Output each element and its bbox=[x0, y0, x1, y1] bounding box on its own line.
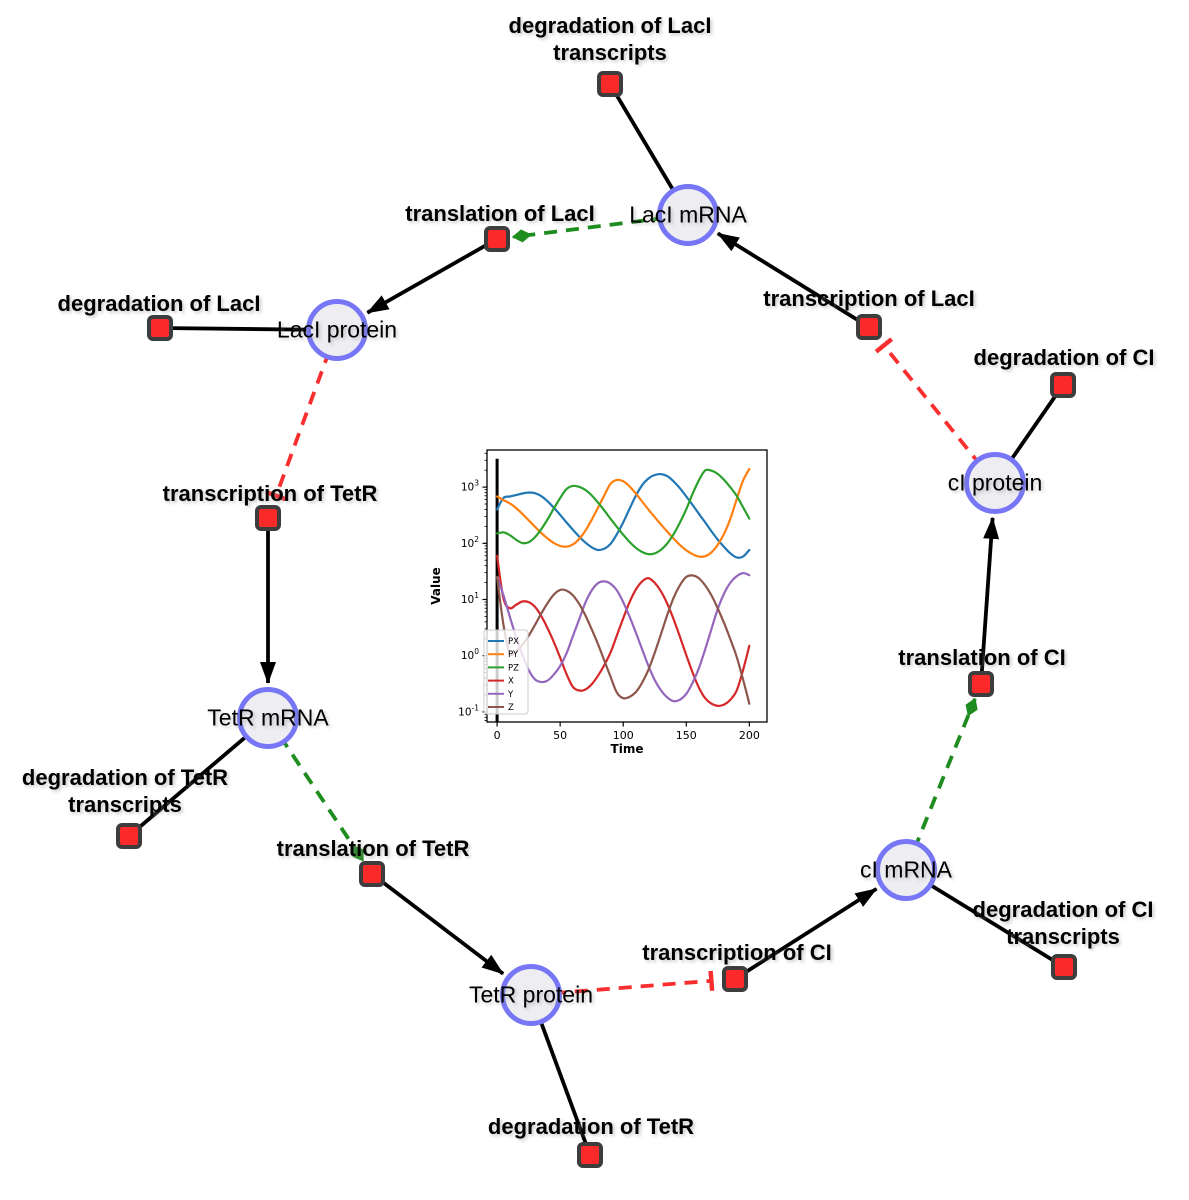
legend-label: X bbox=[508, 677, 514, 687]
edge-production-translation_ci-to-ci_protein bbox=[979, 516, 1000, 685]
species-label-laci_protein: LacI protein bbox=[276, 316, 398, 343]
species-node-tetr_mrna[interactable] bbox=[237, 687, 299, 749]
reaction-label-deg_tetr: degradation of TetR bbox=[487, 1114, 695, 1139]
reaction-node-deg_tetr_tx[interactable] bbox=[116, 823, 142, 849]
legend-label: PZ bbox=[508, 663, 519, 673]
edge-production-transcription_ci-to-ci_mrna bbox=[733, 887, 878, 981]
reaction-label-translation_laci: translation of LacI bbox=[405, 201, 595, 226]
series-line-X bbox=[496, 554, 751, 708]
reaction-node-transcription_laci[interactable] bbox=[856, 314, 882, 340]
species-label-ci_protein: cI protein bbox=[947, 469, 1043, 496]
reaction-label-translation_tetr: translation of TetR bbox=[276, 836, 470, 861]
species-node-ci_mrna[interactable] bbox=[875, 839, 937, 901]
reaction-node-deg_tetr[interactable] bbox=[577, 1142, 603, 1168]
y-tick-label: 100 bbox=[461, 647, 479, 662]
reaction-label-transcription_tetr: transcription of TetR bbox=[162, 481, 378, 506]
y-axis-label: Value bbox=[429, 567, 443, 605]
x-tick-label: 200 bbox=[739, 729, 760, 742]
x-tick-label: 50 bbox=[553, 729, 567, 742]
series-line-Z bbox=[496, 574, 751, 705]
y-tick-label: 10-1 bbox=[458, 703, 479, 718]
reaction-label-transcription_ci: transcription of CI bbox=[642, 940, 832, 965]
y-tick-label: 103 bbox=[461, 479, 479, 494]
legend-label: PY bbox=[508, 650, 519, 660]
x-axis-label: Time bbox=[611, 742, 644, 756]
plot-area bbox=[495, 458, 751, 722]
edge-production-translation_laci-to-laci_protein bbox=[366, 237, 498, 315]
y-tick-label: 102 bbox=[461, 535, 479, 550]
reaction-node-translation_tetr[interactable] bbox=[359, 861, 385, 887]
series-line-PY bbox=[496, 467, 751, 558]
species-node-ci_protein[interactable] bbox=[964, 452, 1026, 514]
reaction-node-transcription_tetr[interactable] bbox=[255, 505, 281, 531]
x-tick-label: 0 bbox=[494, 729, 501, 742]
reaction-node-deg_ci[interactable] bbox=[1050, 372, 1076, 398]
reaction-node-deg_ci_tx[interactable] bbox=[1051, 954, 1077, 980]
reaction-node-translation_laci[interactable] bbox=[484, 226, 510, 252]
reaction-label-deg_laci: degradation of LacI bbox=[57, 291, 261, 316]
x-tick-label: 150 bbox=[676, 729, 697, 742]
series-line-Y bbox=[496, 571, 751, 703]
reaction-node-transcription_ci[interactable] bbox=[722, 966, 748, 992]
species-node-laci_mrna[interactable] bbox=[657, 184, 719, 246]
reaction-node-translation_ci[interactable] bbox=[968, 671, 994, 697]
reaction-label-deg_ci_tx: degradation of CI transcripts bbox=[972, 897, 1154, 949]
reaction-node-deg_laci_tx[interactable] bbox=[597, 71, 623, 97]
x-tick-label: 100 bbox=[613, 729, 634, 742]
legend-label: PX bbox=[508, 637, 519, 647]
series-line-PZ bbox=[496, 468, 751, 556]
series-line-PX bbox=[496, 472, 751, 559]
axes-frame bbox=[486, 449, 768, 723]
reaction-label-transcription_laci: transcription of LacI bbox=[763, 286, 975, 311]
inset-plot: 0 50 100 150 20010-1100101102103TimeValuePXP… bbox=[428, 438, 778, 768]
legend-label: Z bbox=[508, 703, 514, 713]
reaction-label-deg_ci: degradation of CI bbox=[973, 345, 1155, 370]
species-label-ci_mrna: cI mRNA bbox=[860, 856, 952, 883]
species-node-laci_protein[interactable] bbox=[306, 299, 368, 361]
reaction-label-translation_ci: translation of CI bbox=[898, 645, 1066, 670]
reaction-label-deg_laci_tx: degradation of LacI transcripts bbox=[508, 13, 712, 65]
reaction-label-deg_tetr_tx: degradation of TetR transcripts bbox=[21, 765, 229, 817]
species-node-tetr_protein[interactable] bbox=[500, 964, 562, 1026]
edge-production-transcription_laci-to-laci_mrna bbox=[716, 231, 871, 329]
legend-label: Y bbox=[507, 690, 514, 700]
species-label-tetr_protein: TetR protein bbox=[468, 981, 594, 1008]
species-label-tetr_mrna: TetR mRNA bbox=[207, 704, 329, 731]
y-tick-label: 101 bbox=[461, 591, 479, 606]
reaction-node-deg_laci[interactable] bbox=[147, 315, 173, 341]
edge-production-translation_tetr-to-tetr_protein bbox=[370, 872, 505, 976]
legend: PX PY PZ XYZ bbox=[483, 629, 529, 715]
species-label-laci_mrna: LacI mRNA bbox=[629, 201, 747, 228]
